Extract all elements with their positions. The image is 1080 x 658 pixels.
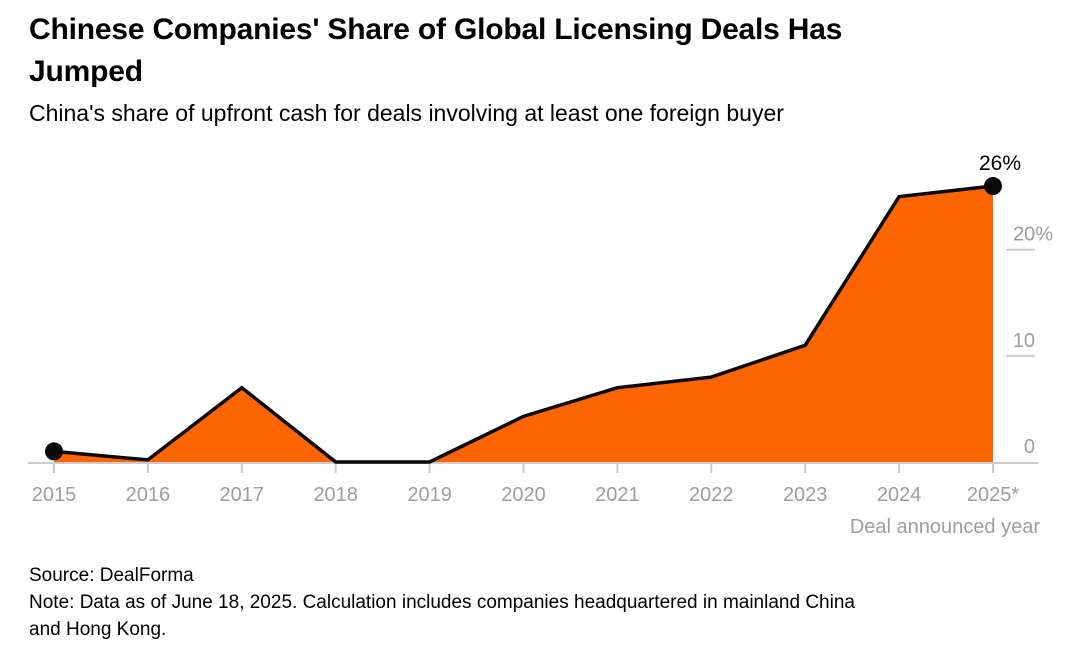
x-tick-label: 2016 <box>126 484 171 506</box>
x-tick-label: 2015 <box>32 484 77 506</box>
y-tick-label: 10 <box>1013 330 1035 352</box>
x-tick-label: 2025* <box>967 484 1019 506</box>
chart-footnote: Source: DealForma Note: Data as of June … <box>29 562 1059 643</box>
x-tick-label: 2023 <box>783 484 828 506</box>
y-tick-label: 20% <box>1013 224 1053 246</box>
x-tick-label: 2024 <box>877 484 922 506</box>
value-annotation: 26% <box>979 152 1021 175</box>
x-tick-label: 2020 <box>501 484 546 506</box>
trend-line <box>53 184 994 464</box>
x-axis-title: Deal announced year <box>850 516 1040 538</box>
chart-title-line-2: Jumped <box>29 55 143 88</box>
note-line-1: Note: Data as of June 18, 2025. Calculat… <box>29 592 855 613</box>
x-tick-label: 2018 <box>313 484 358 506</box>
end-marker <box>984 177 1002 196</box>
note-line-2: and Hong Kong. <box>29 619 167 640</box>
x-tick-label: 2019 <box>407 484 452 506</box>
chart-subtitle: China's share of upfront cash for deals … <box>29 100 784 126</box>
chart-title: Chinese Companies' Share of Global Licen… <box>29 9 989 93</box>
x-tick-label: 2017 <box>220 484 265 506</box>
chart-title-line-1: Chinese Companies' Share of Global Licen… <box>29 13 843 46</box>
start-marker <box>45 442 63 461</box>
y-tick-label: 0 <box>1024 436 1035 458</box>
area-fill <box>54 186 993 462</box>
source-line: Source: DealForma <box>29 565 194 586</box>
x-tick-label: 2022 <box>689 484 734 506</box>
x-tick-label: 2021 <box>595 484 640 506</box>
